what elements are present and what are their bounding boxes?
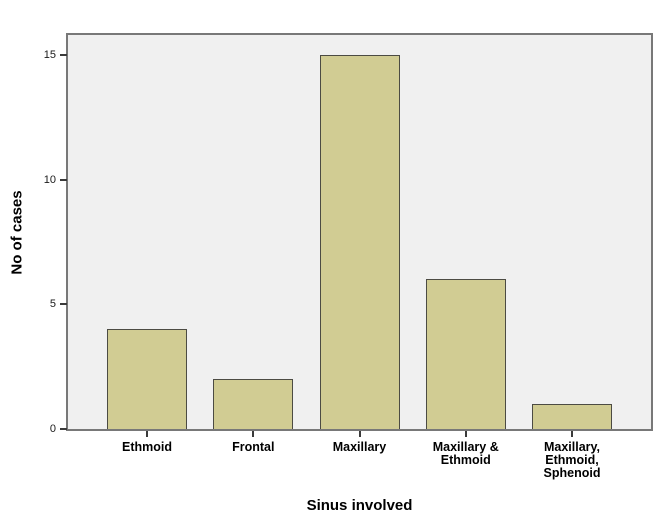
x-axis-tick bbox=[146, 431, 148, 437]
bar-ethmoid bbox=[107, 329, 187, 429]
x-category-label: Maxillary bbox=[332, 440, 387, 454]
x-category-label: Maxillary & Ethmoid bbox=[432, 440, 499, 467]
x-axis-tick bbox=[464, 431, 467, 437]
y-axis-tick bbox=[60, 178, 67, 181]
y-axis-title-wrap: No of cases bbox=[2, 33, 32, 431]
x-axis-tick bbox=[252, 431, 255, 437]
y-axis-tick bbox=[60, 428, 67, 430]
x-category-label: Ethmoid bbox=[122, 440, 172, 454]
bar-maxillary-ethmoid-sphenoid bbox=[532, 404, 612, 429]
x-category-label: Maxillary, Ethmoid, Sphenoid bbox=[543, 440, 601, 480]
x-category-label: Frontal bbox=[232, 440, 275, 454]
y-tick-label: 5 bbox=[49, 298, 56, 311]
y-axis-tick bbox=[60, 303, 67, 306]
bar-maxillary-ethmoid bbox=[425, 279, 506, 429]
bar-frontal bbox=[213, 379, 294, 429]
y-axis-title: No of cases bbox=[8, 189, 26, 275]
y-tick-label: 10 bbox=[43, 173, 56, 186]
y-tick-label: 15 bbox=[43, 48, 56, 61]
plot-area bbox=[66, 33, 653, 431]
y-axis-tick bbox=[60, 53, 67, 56]
bar-maxillary bbox=[319, 54, 400, 429]
y-tick-label: 0 bbox=[49, 423, 56, 435]
x-axis-tick bbox=[358, 431, 361, 437]
x-axis-title: Sinus involved bbox=[306, 497, 413, 514]
x-axis-tick bbox=[571, 431, 573, 437]
